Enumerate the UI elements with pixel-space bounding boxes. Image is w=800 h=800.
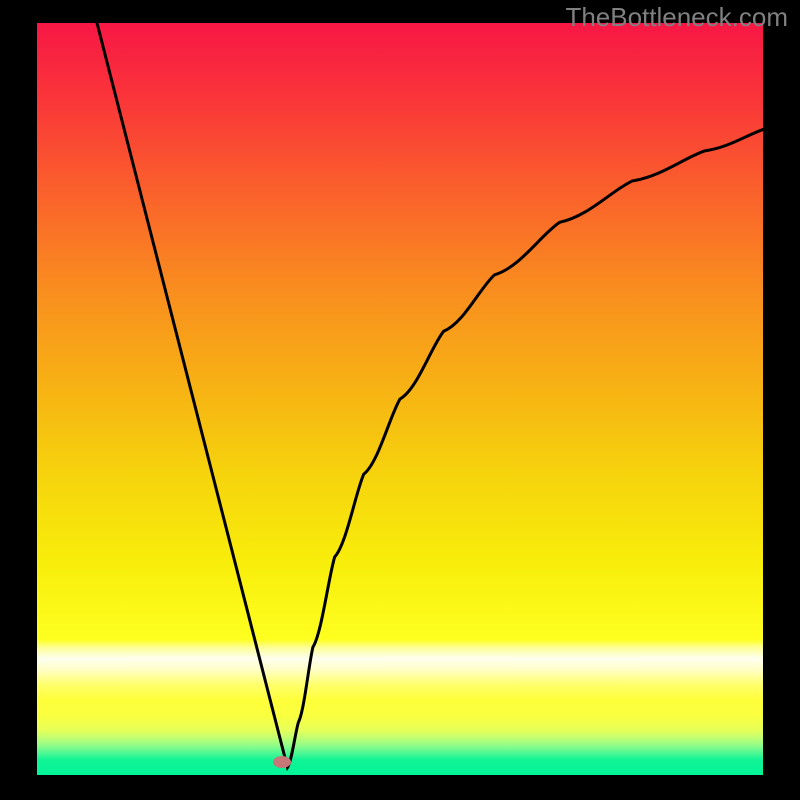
watermark-text: TheBottleneck.com — [565, 2, 788, 33]
optimum-marker — [273, 756, 291, 768]
plot-area — [37, 23, 763, 775]
chart-container: TheBottleneck.com — [0, 0, 800, 800]
gradient-background — [37, 23, 763, 775]
